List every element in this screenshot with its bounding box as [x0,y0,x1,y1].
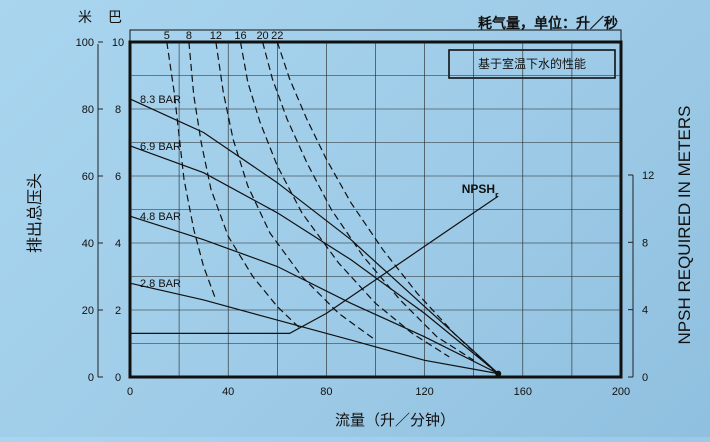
air-consumption-curve [262,41,475,361]
meters-tick-label: 60 [82,171,94,183]
bar-tick-label: 0 [115,372,121,384]
npsh-tick-label: 0 [642,372,648,384]
pressure-curve [129,145,499,375]
x-tick-label: 40 [222,386,234,398]
air-tick-label: 22 [271,30,283,42]
bar-tick-label: 8 [115,104,121,116]
air-consumption-curve [188,41,303,331]
npsh-label-subscript: r [495,190,499,200]
grid [130,42,621,377]
y-unit-bar: 巴 [108,10,122,26]
x-axis-title: 流量（升／分钟） [335,411,455,429]
convergence-point [495,370,502,377]
x-tick-label: 200 [612,386,630,398]
series-labels: 8.3 BAR 6.9 BAR 4.8 BAR 2.8 BAR NPSHr [140,94,499,290]
pressure-label: 8.3 BAR [140,94,181,106]
npsh-tick-label: 4 [642,305,648,317]
pressure-label: 6.9 BAR [140,141,181,153]
y-axis-title: 排出总压头 [25,173,44,253]
air-tick-label: 8 [186,30,192,42]
air-tick-label: 12 [210,30,222,42]
air-tick-label: 5 [164,30,170,42]
air-tick-label: 20 [256,30,268,42]
x-tick-label: 80 [320,386,332,398]
npsh-axis-title: NPSH REQUIRED IN METERS [675,106,694,345]
pressure-curve [129,98,499,375]
meters-tick-label: 80 [82,104,94,116]
note-text: 基于室温下水的性能 [478,56,586,71]
bar-tick-label: 6 [115,171,121,183]
air-axis-title: 耗气量，单位：升／秒 [478,15,618,32]
bar-tick-label: 2 [115,305,121,317]
y-unit-meters: 米 [78,10,92,26]
npsh-tick-label: 12 [642,170,654,182]
npsh-curve [130,195,499,334]
air-consumption-curve [276,41,494,371]
npsh-tick-label: 8 [642,237,648,249]
pressure-curve [129,215,499,375]
bar-tick-label: 4 [115,238,121,250]
pressure-label: 2.8 BAR [140,278,181,290]
curves [129,41,502,377]
air-consumption-curve [215,41,376,341]
x-tick-label: 160 [514,386,532,398]
x-tick-label: 0 [127,386,133,398]
pressure-label: 4.8 BAR [140,211,181,223]
meters-tick-label: 100 [76,37,94,49]
x-tick-label: 120 [415,386,433,398]
air-consumption-curve [166,41,217,301]
pressure-curve [129,282,499,375]
air-consumption-curve [239,41,450,358]
meters-tick-label: 0 [88,372,94,384]
air-tick-label: 16 [234,30,246,42]
note-box [448,49,616,79]
meters-tick-label: 20 [82,305,94,317]
npsh-label: NPSHr [462,182,499,200]
bar-tick-label: 10 [112,37,124,49]
meters-tick-label: 40 [82,238,94,250]
